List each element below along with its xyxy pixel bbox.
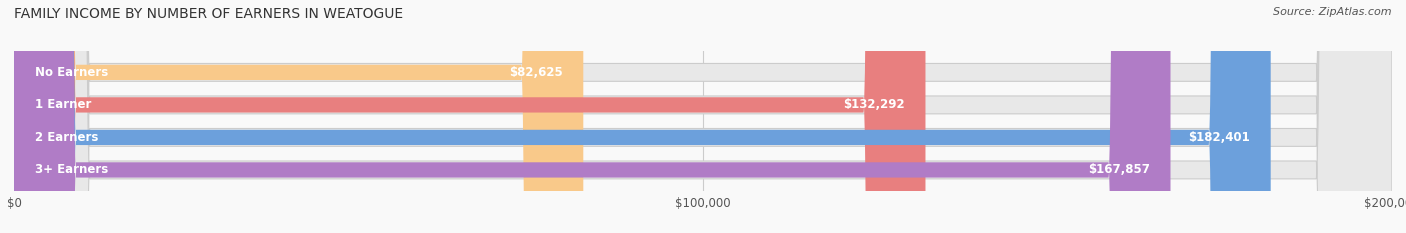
Text: $167,857: $167,857	[1088, 163, 1150, 176]
Text: 3+ Earners: 3+ Earners	[35, 163, 108, 176]
Text: No Earners: No Earners	[35, 66, 108, 79]
FancyBboxPatch shape	[14, 0, 1271, 233]
Text: 2 Earners: 2 Earners	[35, 131, 98, 144]
FancyBboxPatch shape	[14, 0, 1392, 233]
Text: $132,292: $132,292	[844, 98, 905, 111]
Text: $182,401: $182,401	[1188, 131, 1250, 144]
Text: Source: ZipAtlas.com: Source: ZipAtlas.com	[1274, 7, 1392, 17]
FancyBboxPatch shape	[14, 0, 583, 233]
FancyBboxPatch shape	[14, 0, 925, 233]
Text: FAMILY INCOME BY NUMBER OF EARNERS IN WEATOGUE: FAMILY INCOME BY NUMBER OF EARNERS IN WE…	[14, 7, 404, 21]
FancyBboxPatch shape	[14, 0, 1170, 233]
Text: 1 Earner: 1 Earner	[35, 98, 91, 111]
FancyBboxPatch shape	[14, 0, 1392, 233]
FancyBboxPatch shape	[14, 0, 1392, 233]
FancyBboxPatch shape	[14, 0, 1392, 233]
Text: $82,625: $82,625	[509, 66, 562, 79]
